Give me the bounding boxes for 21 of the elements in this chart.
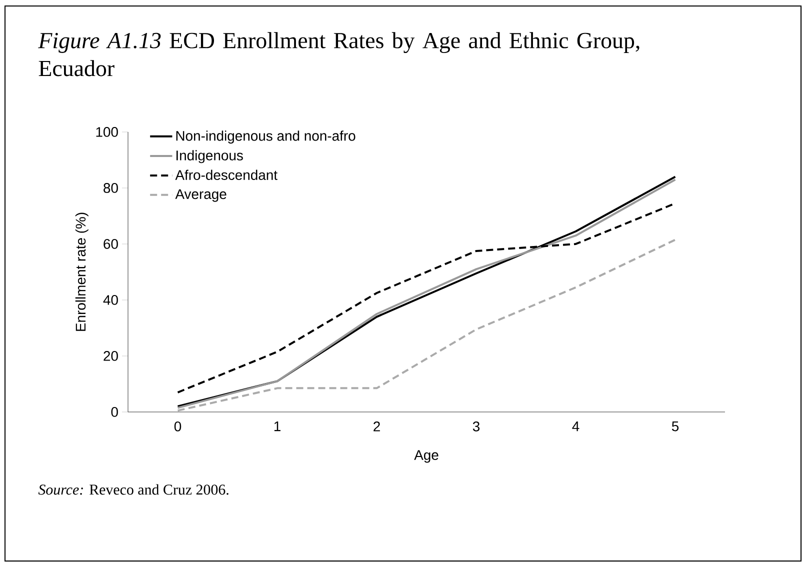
x-tick-label: 0	[174, 421, 182, 432]
y-tick-label: 40	[103, 295, 118, 305]
y-tick-label: 60	[104, 239, 118, 249]
y-tick-label: 0	[111, 407, 118, 417]
legend-label: Non-indigenous and non-afro	[176, 130, 356, 144]
legend-label: Indigenous	[176, 150, 243, 164]
line-series	[176, 238, 676, 412]
y-axis-title: Enrollment rate (%)	[75, 212, 88, 331]
x-tick-label: 1	[274, 422, 280, 432]
x-axis-title: Age	[414, 450, 438, 463]
text: Source: Reveco and Cruz 2006.	[38, 484, 228, 495]
x-tick-label: 2	[374, 421, 380, 432]
legend-label: Afro-descendant	[175, 170, 278, 180]
chart-title: Figure A1.13 ECD Enrollment Rates by Age and Ethnic Group, Ecuador	[38, 32, 640, 76]
y-tick-label: 20	[104, 351, 118, 361]
x-tick-label: 5	[672, 422, 679, 432]
y-tick-label: 80	[104, 183, 118, 193]
x-tick-label: 4	[572, 422, 580, 432]
legend-label: Average	[175, 189, 226, 202]
x-tick-label: 3	[472, 421, 480, 432]
y-tick-label: 100	[96, 127, 118, 137]
